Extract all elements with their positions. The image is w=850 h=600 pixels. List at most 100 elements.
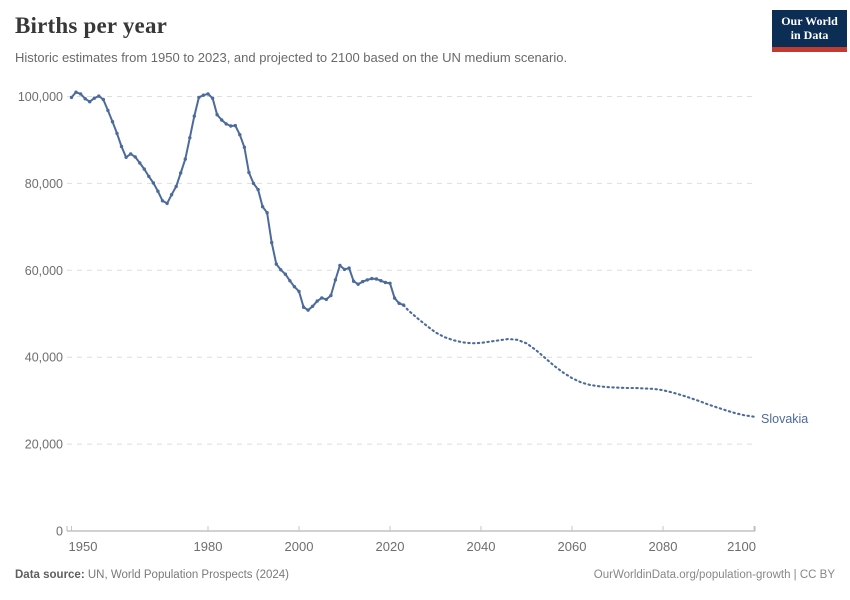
data-point-marker[interactable] xyxy=(229,124,233,128)
data-point-marker[interactable] xyxy=(92,96,97,100)
data-point-marker[interactable] xyxy=(238,133,242,137)
data-point-marker[interactable] xyxy=(97,94,101,98)
owid-citation-link[interactable]: OurWorldinData.org/population-growth | C… xyxy=(593,569,835,581)
data-point-marker[interactable] xyxy=(392,296,397,300)
data-point-marker[interactable] xyxy=(265,211,269,215)
x-axis-tick-label: 2080 xyxy=(649,539,678,554)
data-point-marker[interactable] xyxy=(165,201,169,206)
data-point-marker[interactable] xyxy=(388,281,392,285)
data-point-marker[interactable] xyxy=(247,170,251,175)
data-point-marker[interactable] xyxy=(342,267,347,272)
data-point-marker[interactable] xyxy=(147,174,151,179)
data-point-marker[interactable] xyxy=(201,93,206,97)
data-point-marker[interactable] xyxy=(361,279,365,284)
x-axis-tick-label: 2100 xyxy=(727,539,756,554)
historic-line[interactable] xyxy=(70,91,404,312)
data-point-marker[interactable] xyxy=(383,280,388,285)
y-axis-tick-label: 0 xyxy=(56,525,63,539)
data-point-marker[interactable] xyxy=(347,266,351,270)
y-axis-tick-label: 60,000 xyxy=(25,264,63,278)
data-point-marker[interactable] xyxy=(156,189,160,193)
owid-logo-line1: Our World xyxy=(781,14,838,28)
owid-logo-line2: in Data xyxy=(790,27,829,42)
data-point-marker[interactable] xyxy=(206,92,210,96)
data-point-marker[interactable] xyxy=(374,277,379,281)
data-point-marker[interactable] xyxy=(101,97,106,102)
data-point-marker[interactable] xyxy=(110,120,115,124)
data-point-marker[interactable] xyxy=(288,279,292,283)
projection-line[interactable] xyxy=(402,304,756,418)
data-point-marker[interactable] xyxy=(169,193,174,197)
data-point-marker[interactable] xyxy=(283,272,288,276)
data-point-marker[interactable] xyxy=(270,240,274,245)
data-point-marker[interactable] xyxy=(83,97,87,101)
data-point-marker[interactable] xyxy=(256,187,260,192)
data-point-marker[interactable] xyxy=(397,301,401,305)
chart-subtitle: Historic estimates from 1950 to 2023, an… xyxy=(15,50,568,65)
data-point-marker[interactable] xyxy=(124,155,128,159)
data-point-marker[interactable] xyxy=(119,144,124,149)
data-point-marker[interactable] xyxy=(192,114,196,118)
data-point-marker[interactable] xyxy=(197,95,201,100)
data-point-marker[interactable] xyxy=(301,305,306,309)
data-point-marker[interactable] xyxy=(356,282,360,286)
x-axis-tick-label: 2060 xyxy=(558,539,587,554)
data-point-marker[interactable] xyxy=(320,296,324,300)
data-point-marker[interactable] xyxy=(115,131,119,136)
x-axis-tick-label: 1950 xyxy=(69,539,98,554)
data-point-marker[interactable] xyxy=(292,285,297,289)
data-source-text: UN, World Population Prospects (2024) xyxy=(84,569,289,581)
data-point-marker[interactable] xyxy=(210,96,215,100)
data-point-marker[interactable] xyxy=(215,113,219,117)
series-end-label-slovakia[interactable]: Slovakia xyxy=(761,412,809,426)
data-point-marker[interactable] xyxy=(142,167,146,171)
data-point-marker[interactable] xyxy=(160,199,165,203)
data-point-marker[interactable] xyxy=(260,205,265,209)
data-point-marker[interactable] xyxy=(78,92,83,96)
data-point-marker[interactable] xyxy=(242,145,247,149)
x-axis-tick-label: 2040 xyxy=(467,539,496,554)
data-point-marker[interactable] xyxy=(370,276,374,281)
data-point-marker[interactable] xyxy=(133,155,137,159)
y-axis-tick-label: 20,000 xyxy=(25,438,63,452)
data-point-marker[interactable] xyxy=(251,181,256,186)
y-axis-tick-label: 40,000 xyxy=(25,351,63,365)
data-point-marker[interactable] xyxy=(297,289,301,294)
data-source-note: Data source: UN, World Population Prospe… xyxy=(15,569,289,581)
data-source-label: Data source: xyxy=(15,569,85,581)
data-point-marker[interactable] xyxy=(69,95,74,100)
data-point-marker[interactable] xyxy=(151,181,156,185)
data-point-marker[interactable] xyxy=(220,118,224,122)
y-axis-tick-label: 80,000 xyxy=(25,177,63,191)
data-point-marker[interactable] xyxy=(338,263,342,268)
data-point-marker[interactable] xyxy=(174,184,178,189)
data-point-marker[interactable] xyxy=(274,262,278,266)
data-point-marker[interactable] xyxy=(224,122,228,126)
data-point-marker[interactable] xyxy=(106,108,110,113)
owid-logo[interactable]: Our World in Data xyxy=(772,10,847,52)
data-point-marker[interactable] xyxy=(329,293,333,298)
data-point-marker[interactable] xyxy=(129,152,133,156)
data-point-marker[interactable] xyxy=(88,100,92,104)
data-point-marker[interactable] xyxy=(179,171,183,175)
x-axis-tick-label: 2000 xyxy=(285,539,314,554)
data-point-marker[interactable] xyxy=(306,308,310,312)
data-point-marker[interactable] xyxy=(183,157,187,161)
data-point-marker[interactable] xyxy=(310,304,315,308)
data-point-marker[interactable] xyxy=(138,161,142,165)
data-point-marker[interactable] xyxy=(233,123,237,128)
data-point-marker[interactable] xyxy=(333,278,338,282)
chart-title: Births per year xyxy=(15,13,168,38)
data-point-marker[interactable] xyxy=(351,279,356,283)
data-point-marker[interactable] xyxy=(74,90,78,94)
data-point-marker[interactable] xyxy=(379,279,383,283)
data-point-marker[interactable] xyxy=(324,297,328,302)
data-point-marker[interactable] xyxy=(279,268,283,272)
y-axis-tick-label: 100,000 xyxy=(18,90,63,104)
data-point-marker[interactable] xyxy=(365,278,369,282)
data-point-marker[interactable] xyxy=(315,299,319,303)
x-axis-tick-label: 1980 xyxy=(194,539,223,554)
data-point-marker[interactable] xyxy=(188,136,192,140)
